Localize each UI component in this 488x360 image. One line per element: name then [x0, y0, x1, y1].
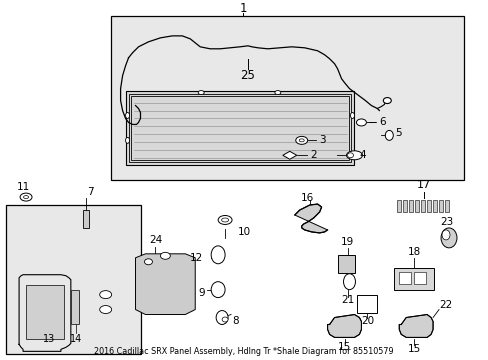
Text: 22: 22 — [438, 300, 451, 310]
Ellipse shape — [218, 216, 232, 224]
Text: 17: 17 — [416, 180, 430, 190]
Ellipse shape — [346, 151, 362, 160]
Text: 1: 1 — [239, 3, 246, 15]
Text: 3: 3 — [319, 135, 325, 145]
Polygon shape — [282, 151, 296, 159]
Text: 2016 Cadillac SRX Panel Assembly, Hdlng Tr *Shale Diagram for 85510579: 2016 Cadillac SRX Panel Assembly, Hdlng … — [94, 347, 393, 356]
Ellipse shape — [160, 252, 170, 259]
Text: 9: 9 — [198, 288, 205, 298]
Text: 18: 18 — [407, 247, 420, 257]
Bar — [408, 200, 412, 212]
Ellipse shape — [211, 282, 224, 298]
Text: 15: 15 — [337, 342, 350, 352]
Bar — [393, 268, 433, 290]
Text: 8: 8 — [232, 316, 238, 327]
Bar — [420, 200, 424, 212]
Bar — [26, 285, 64, 339]
Text: 12: 12 — [189, 253, 203, 263]
Ellipse shape — [356, 119, 366, 126]
Bar — [413, 272, 425, 284]
Text: 7: 7 — [87, 187, 94, 197]
Bar — [398, 272, 410, 284]
Bar — [128, 94, 351, 162]
Bar — [357, 294, 377, 312]
Text: 16: 16 — [301, 193, 314, 203]
Bar — [82, 210, 88, 228]
Ellipse shape — [144, 259, 152, 265]
Ellipse shape — [216, 311, 227, 324]
Text: 19: 19 — [340, 237, 353, 247]
Text: 15: 15 — [407, 345, 420, 354]
Ellipse shape — [441, 230, 449, 240]
Polygon shape — [398, 315, 432, 337]
Ellipse shape — [347, 153, 353, 158]
Ellipse shape — [299, 139, 304, 142]
Polygon shape — [327, 315, 361, 337]
Ellipse shape — [440, 228, 456, 248]
Text: 6: 6 — [379, 117, 385, 127]
Polygon shape — [294, 204, 327, 233]
Bar — [414, 200, 418, 212]
Ellipse shape — [211, 246, 224, 264]
Text: 4: 4 — [359, 150, 366, 160]
Ellipse shape — [23, 195, 28, 199]
Text: 25: 25 — [240, 69, 255, 82]
Ellipse shape — [295, 136, 307, 144]
Text: 14: 14 — [70, 334, 82, 345]
Ellipse shape — [274, 91, 280, 95]
Text: 11: 11 — [17, 182, 30, 192]
Text: 23: 23 — [440, 217, 453, 227]
Bar — [438, 200, 442, 212]
Ellipse shape — [198, 91, 204, 95]
Bar — [110, 16, 463, 180]
Bar — [432, 200, 436, 212]
Text: 20: 20 — [360, 316, 373, 327]
Polygon shape — [135, 254, 195, 315]
Ellipse shape — [222, 317, 227, 322]
Bar — [403, 200, 407, 212]
Ellipse shape — [350, 112, 354, 118]
Bar — [71, 290, 79, 324]
Ellipse shape — [343, 274, 355, 290]
Ellipse shape — [125, 112, 129, 118]
Bar — [444, 200, 448, 212]
Bar — [337, 255, 355, 273]
Ellipse shape — [383, 98, 390, 104]
Text: 5: 5 — [394, 129, 401, 138]
Bar — [6, 205, 140, 354]
Text: 24: 24 — [148, 235, 162, 245]
Text: 2: 2 — [310, 150, 317, 160]
Text: 10: 10 — [238, 227, 251, 237]
Ellipse shape — [100, 291, 111, 298]
Ellipse shape — [100, 306, 111, 314]
Bar — [125, 91, 354, 165]
Text: 21: 21 — [340, 294, 353, 305]
Ellipse shape — [385, 130, 392, 140]
Ellipse shape — [125, 138, 129, 143]
Ellipse shape — [221, 218, 228, 222]
Bar — [130, 95, 349, 160]
Bar — [426, 200, 430, 212]
Ellipse shape — [20, 193, 32, 201]
Bar — [396, 200, 401, 212]
Text: 13: 13 — [43, 334, 55, 345]
